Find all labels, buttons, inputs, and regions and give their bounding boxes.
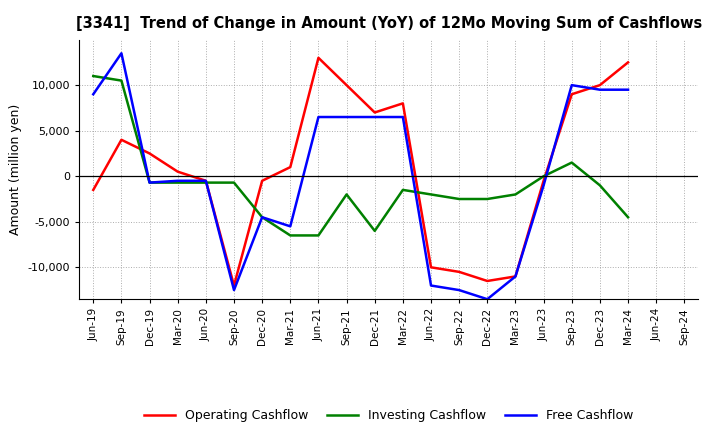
Operating Cashflow bbox=[539, 178, 548, 183]
Operating Cashflow bbox=[399, 101, 408, 106]
Free Cashflow bbox=[117, 51, 126, 56]
Free Cashflow bbox=[539, 183, 548, 188]
Operating Cashflow bbox=[483, 279, 492, 284]
Operating Cashflow bbox=[567, 92, 576, 97]
Investing Cashflow bbox=[539, 174, 548, 179]
Free Cashflow bbox=[399, 114, 408, 120]
Operating Cashflow bbox=[370, 110, 379, 115]
Free Cashflow bbox=[258, 215, 266, 220]
Investing Cashflow bbox=[342, 192, 351, 197]
Investing Cashflow bbox=[483, 196, 492, 202]
Free Cashflow bbox=[511, 274, 520, 279]
Operating Cashflow bbox=[455, 269, 464, 275]
Operating Cashflow bbox=[258, 178, 266, 183]
Legend: Operating Cashflow, Investing Cashflow, Free Cashflow: Operating Cashflow, Investing Cashflow, … bbox=[139, 404, 639, 427]
Investing Cashflow bbox=[427, 192, 436, 197]
Investing Cashflow bbox=[230, 180, 238, 185]
Title: [3341]  Trend of Change in Amount (YoY) of 12Mo Moving Sum of Cashflows: [3341] Trend of Change in Amount (YoY) o… bbox=[76, 16, 702, 32]
Line: Investing Cashflow: Investing Cashflow bbox=[94, 76, 628, 235]
Investing Cashflow bbox=[399, 187, 408, 193]
Free Cashflow bbox=[145, 180, 154, 185]
Free Cashflow bbox=[455, 287, 464, 293]
Line: Operating Cashflow: Operating Cashflow bbox=[94, 58, 628, 286]
Operating Cashflow bbox=[511, 274, 520, 279]
Investing Cashflow bbox=[314, 233, 323, 238]
Investing Cashflow bbox=[624, 215, 632, 220]
Free Cashflow bbox=[174, 178, 182, 183]
Investing Cashflow bbox=[258, 215, 266, 220]
Free Cashflow bbox=[89, 92, 98, 97]
Investing Cashflow bbox=[145, 180, 154, 185]
Free Cashflow bbox=[567, 83, 576, 88]
Investing Cashflow bbox=[202, 180, 210, 185]
Free Cashflow bbox=[427, 283, 436, 288]
Investing Cashflow bbox=[455, 196, 464, 202]
Investing Cashflow bbox=[511, 192, 520, 197]
Free Cashflow bbox=[286, 224, 294, 229]
Investing Cashflow bbox=[595, 183, 604, 188]
Operating Cashflow bbox=[202, 178, 210, 183]
Line: Free Cashflow: Free Cashflow bbox=[94, 53, 628, 299]
Operating Cashflow bbox=[342, 83, 351, 88]
Free Cashflow bbox=[314, 114, 323, 120]
Operating Cashflow bbox=[89, 187, 98, 193]
Y-axis label: Amount (million yen): Amount (million yen) bbox=[9, 104, 22, 235]
Operating Cashflow bbox=[117, 137, 126, 143]
Free Cashflow bbox=[230, 287, 238, 293]
Free Cashflow bbox=[370, 114, 379, 120]
Free Cashflow bbox=[595, 87, 604, 92]
Operating Cashflow bbox=[145, 151, 154, 156]
Operating Cashflow bbox=[595, 83, 604, 88]
Investing Cashflow bbox=[117, 78, 126, 83]
Free Cashflow bbox=[483, 297, 492, 302]
Free Cashflow bbox=[624, 87, 632, 92]
Free Cashflow bbox=[342, 114, 351, 120]
Investing Cashflow bbox=[370, 228, 379, 234]
Operating Cashflow bbox=[174, 169, 182, 174]
Operating Cashflow bbox=[427, 265, 436, 270]
Operating Cashflow bbox=[624, 60, 632, 65]
Operating Cashflow bbox=[314, 55, 323, 60]
Free Cashflow bbox=[202, 178, 210, 183]
Operating Cashflow bbox=[230, 283, 238, 288]
Investing Cashflow bbox=[89, 73, 98, 79]
Investing Cashflow bbox=[567, 160, 576, 165]
Investing Cashflow bbox=[286, 233, 294, 238]
Investing Cashflow bbox=[174, 180, 182, 185]
Operating Cashflow bbox=[286, 165, 294, 170]
